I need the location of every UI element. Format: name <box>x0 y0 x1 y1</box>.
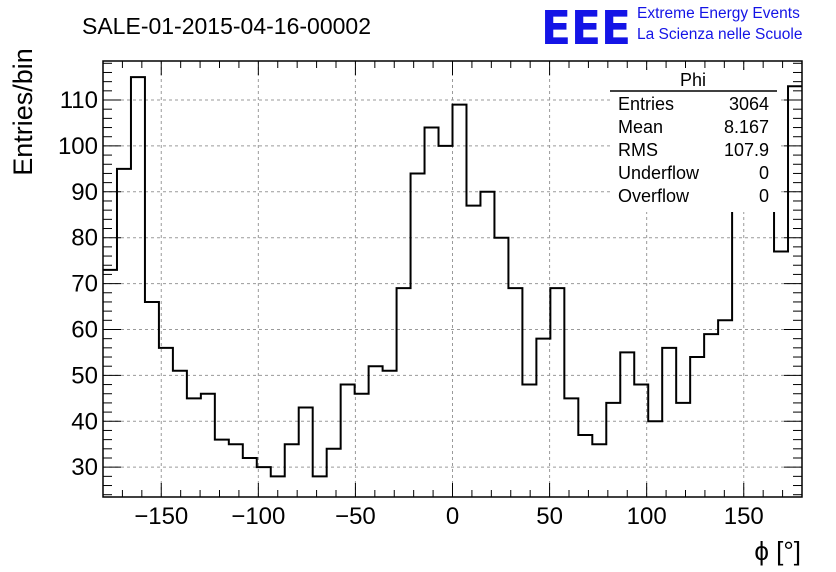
x-tick-label: 150 <box>724 503 764 530</box>
histogram-bin <box>732 210 746 497</box>
stats-box-title: Phi <box>680 70 706 90</box>
stats-row-value: 107.9 <box>724 140 769 160</box>
histogram-bin <box>690 357 704 497</box>
histogram-bin <box>508 288 522 497</box>
histogram-bin <box>201 394 215 497</box>
histogram-bin <box>592 444 606 497</box>
y-tick-label: 80 <box>71 225 98 252</box>
stats-box: Phi Entries 3064 Mean 8.167 RMS 107.9 Underflo… <box>610 70 780 212</box>
histogram-bin <box>662 348 676 497</box>
histogram-bin <box>480 192 494 497</box>
histogram-bin <box>439 146 453 497</box>
histogram-bin <box>131 77 145 497</box>
x-tick-label: 0 <box>446 503 459 530</box>
logo-line-2: La Scienza nelle Scuole <box>637 26 802 43</box>
histogram-bin <box>718 320 732 497</box>
axis-ticks <box>102 61 803 497</box>
histogram-bin <box>355 394 369 497</box>
x-axis-title: ϕ [°] <box>754 536 801 566</box>
histogram-bin <box>634 385 648 497</box>
histogram-bin <box>620 352 634 497</box>
eee-logo-mark: EEE <box>541 1 631 55</box>
stats-row-label: RMS <box>618 140 658 160</box>
y-axis-title: Entries/bin <box>8 48 38 176</box>
y-tick-label: 50 <box>71 362 98 389</box>
y-tick-label: 40 <box>71 408 98 435</box>
stats-row-label: Entries <box>618 94 674 114</box>
y-tick-label: 110 <box>60 87 98 114</box>
histogram-bin <box>243 458 257 497</box>
y-tick-label: 30 <box>71 454 98 481</box>
histogram-bin <box>411 173 425 497</box>
logo-line-1: Extreme Energy Events <box>637 5 800 22</box>
histogram-bin <box>369 366 383 497</box>
stats-row-value: 0 <box>759 186 769 206</box>
x-tick-label: −150 <box>134 503 188 530</box>
histogram-bin <box>145 302 159 497</box>
stats-row-value: 0 <box>759 163 769 183</box>
histogram-bin <box>117 169 131 497</box>
stats-row-value: 3064 <box>729 94 769 114</box>
eee-logo: EEE Extreme Energy Events La Scienza nel… <box>541 1 802 55</box>
histogram-bin <box>606 403 620 497</box>
histogram-bin <box>229 444 243 497</box>
histogram-bin <box>453 105 467 497</box>
y-tick-label: 100 <box>58 133 98 160</box>
stats-rows: Entries 3064 Mean 8.167 RMS 107.9 Underflow 0 Ov… <box>618 94 769 206</box>
histogram-bin <box>760 187 774 497</box>
histogram-bin <box>341 385 355 497</box>
histogram-bin <box>564 398 578 497</box>
histogram-bin <box>215 440 229 497</box>
stats-row-label: Overflow <box>618 186 690 206</box>
histogram-bin <box>536 339 550 497</box>
histogram-bin <box>522 385 536 497</box>
histogram-bin <box>299 408 313 497</box>
stats-row-label: Underflow <box>618 163 700 183</box>
histogram-bin <box>173 371 187 497</box>
histogram-bin <box>425 128 439 497</box>
histogram-bin <box>159 348 173 497</box>
histogram-bin <box>103 270 117 497</box>
stats-row-label: Mean <box>618 117 663 137</box>
histogram-bin <box>383 371 397 497</box>
histogram-bin <box>397 288 411 497</box>
histogram-bin <box>327 449 341 497</box>
histogram-outline <box>103 76 802 478</box>
y-tick-label: 90 <box>71 179 98 206</box>
histogram-bin <box>550 288 564 497</box>
stats-row-value: 8.167 <box>724 117 769 137</box>
x-tick-label: −100 <box>231 503 285 530</box>
histogram-bin <box>774 251 788 497</box>
y-tick-label: 70 <box>71 271 98 298</box>
histogram-bin <box>313 476 327 497</box>
x-tick-label: 100 <box>627 503 667 530</box>
chart-title: SALE-01-2015-04-16-00002 <box>82 13 371 39</box>
histogram-bin <box>257 467 271 497</box>
histogram-bin <box>494 238 508 497</box>
histogram-bin <box>676 403 690 497</box>
histogram-bin <box>648 421 662 497</box>
axis-tick-labels: −150 −100 −50 0 50 100 150 30 40 50 60 70 80 90 100 110 <box>58 87 764 530</box>
x-tick-label: −50 <box>335 503 376 530</box>
histogram-bin <box>788 86 802 497</box>
y-tick-label: 60 <box>71 316 98 343</box>
histogram-bin <box>466 206 480 497</box>
x-tick-label: 50 <box>536 503 563 530</box>
stats-box-background <box>610 70 780 212</box>
histogram-bin <box>578 435 592 497</box>
histogram-bin <box>746 178 760 497</box>
histogram-bin <box>285 444 299 497</box>
histogram-bin <box>187 398 201 497</box>
histogram-bin <box>704 334 718 497</box>
